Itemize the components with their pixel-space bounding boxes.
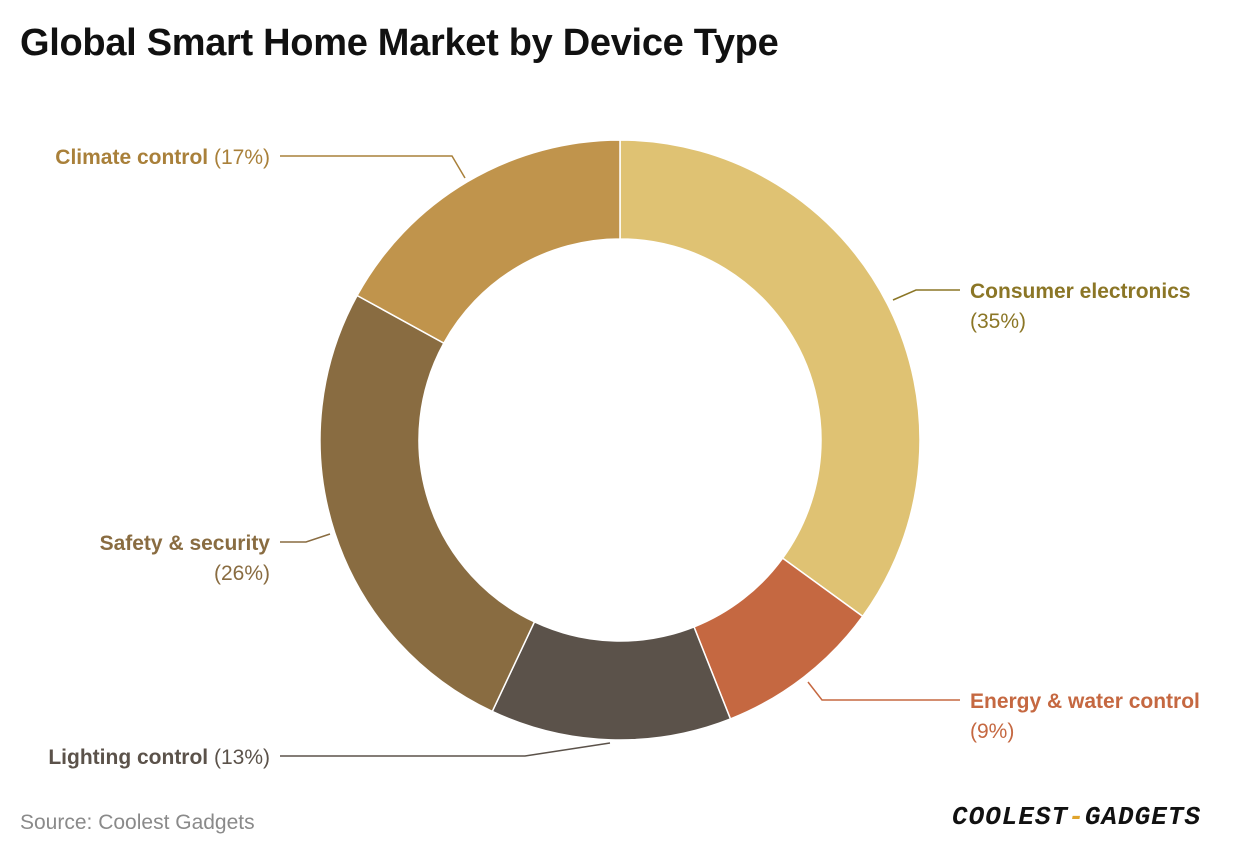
slice-label-lighting-control: Lighting control (13%) [48,746,270,769]
slice-label-safety-security: Safety & security [100,532,271,555]
slice-climate-control [356,139,621,345]
leader-line-consumer-electronics [892,289,960,301]
logo-text-right: GADGETS [1084,802,1202,832]
slice-value-energy-water-control: (9%) [970,720,1014,743]
slice-name-lighting-control: Lighting control [48,746,208,769]
logo-text-left: COOLEST [952,802,1069,832]
slice-consumer-electronics [619,139,921,618]
leader-line-lighting-control [280,742,611,757]
slice-value-lighting-control: (13%) [208,746,270,769]
slice-label-energy-water-control: Energy & water control [970,690,1200,713]
slice-lighting-control [491,620,732,741]
slice-safety-security [319,294,536,713]
slice-label-consumer-electronics: Consumer electronics [970,280,1191,303]
slice-value-safety-security: (26%) [214,562,270,585]
brand-logo: COOLEST-GADGETS [952,802,1201,832]
chart-title: Global Smart Home Market by Device Type [20,22,779,64]
slice-value-climate-control: (17%) [208,146,270,169]
source-note: Source: Coolest Gadgets [20,811,255,834]
slice-label-climate-control: Climate control (17%) [55,146,270,169]
slice-name-climate-control: Climate control [55,146,208,169]
leader-line-climate-control [280,155,466,179]
slice-value-consumer-electronics: (35%) [970,310,1026,333]
leader-line-safety-security [280,533,331,543]
logo-dash: - [1068,802,1085,832]
leader-line-energy-water-control [807,681,960,701]
